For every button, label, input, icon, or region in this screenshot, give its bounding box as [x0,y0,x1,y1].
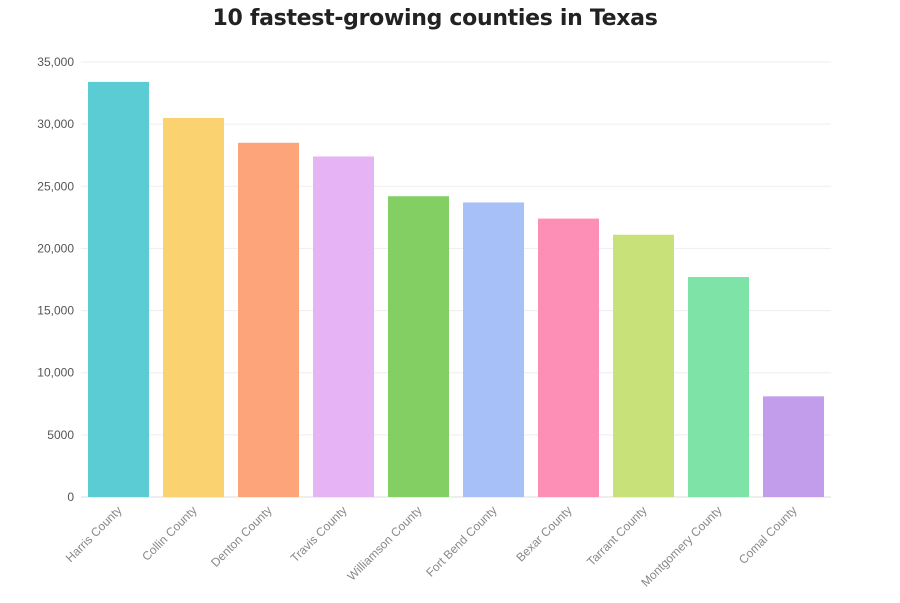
bar[interactable] [538,218,599,497]
y-tick-label: 15,000 [37,304,74,318]
bar[interactable] [463,202,524,497]
bar[interactable] [613,234,674,497]
y-tick-label: 10,000 [37,366,74,380]
chart-title: 10 fastest-growing counties in Texas [212,6,658,31]
bar[interactable] [388,196,449,497]
x-tick-label: Williamson County [344,503,424,583]
x-tick-label: Montgomery County [638,503,724,589]
x-tick-label: Collin County [139,503,199,563]
bar[interactable] [688,277,749,497]
x-tick-label: Tarrant County [584,503,650,569]
x-tick-label: Travis County [288,503,350,565]
x-tick-label: Fort Bend County [423,503,499,579]
bar[interactable] [163,117,224,497]
x-tick-label: Comal County [736,503,800,567]
bar[interactable] [88,81,149,497]
x-tick-label: Harris County [63,503,125,565]
y-tick-label: 25,000 [37,179,74,193]
y-tick-label: 30,000 [37,117,74,131]
bar[interactable] [238,142,299,498]
x-tick-label: Bexar County [513,503,574,564]
bars [88,81,824,498]
y-tick-label: 20,000 [37,241,74,255]
x-tick-label: Denton County [208,503,275,570]
bar[interactable] [763,396,824,497]
y-tick-label: 35,000 [37,55,74,69]
x-axis-labels: Harris County Collin County Denton County T… [63,503,800,589]
bar[interactable] [313,156,374,497]
y-tick-label: 0 [67,490,74,504]
y-tick-label: 5000 [47,428,74,442]
y-axis-ticks: 0 5000 10,000 15,000 20,000 25,000 30,000 35,00… [37,55,74,504]
